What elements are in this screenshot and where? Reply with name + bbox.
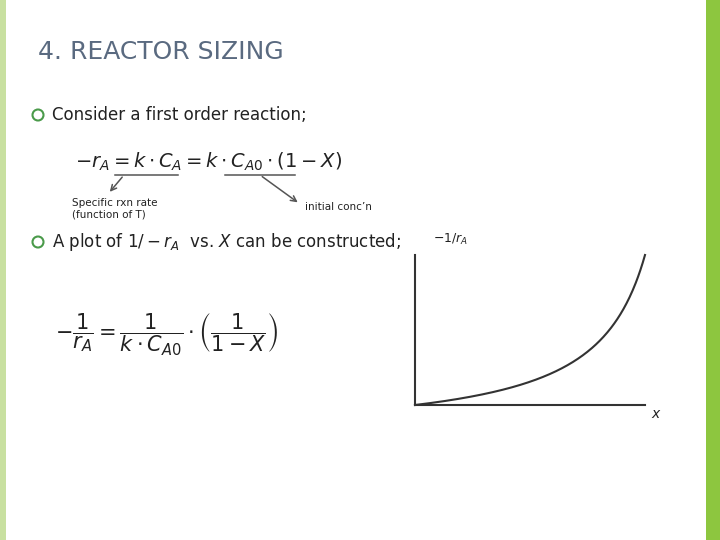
Text: $-r_A = k \cdot C_A = k \cdot C_{A0} \cdot (1 - X)$: $-r_A = k \cdot C_A = k \cdot C_{A0} \cd… — [75, 151, 342, 173]
Text: $-\dfrac{1}{r_A} = \dfrac{1}{k \cdot C_{A0}} \cdot \left(\dfrac{1}{1-X}\right)$: $-\dfrac{1}{r_A} = \dfrac{1}{k \cdot C_{… — [55, 312, 279, 359]
Text: Consider a first order reaction;: Consider a first order reaction; — [52, 106, 307, 124]
Text: A plot of $\mathit{1/-r_A}$  vs. $\mathit{X}$ can be constructed;: A plot of $\mathit{1/-r_A}$ vs. $\mathit… — [52, 231, 401, 253]
Text: $x$: $x$ — [651, 407, 662, 421]
Circle shape — [32, 237, 43, 247]
Bar — [0, 0, 6, 540]
Text: Specific rxn rate
(function of T): Specific rxn rate (function of T) — [72, 198, 158, 220]
Text: 4. REACTOR SIZING: 4. REACTOR SIZING — [38, 40, 284, 64]
Text: $-1/r_A$: $-1/r_A$ — [433, 232, 468, 247]
Circle shape — [32, 110, 43, 120]
Text: initial conc’n: initial conc’n — [305, 202, 372, 212]
Bar — [706, 0, 720, 540]
